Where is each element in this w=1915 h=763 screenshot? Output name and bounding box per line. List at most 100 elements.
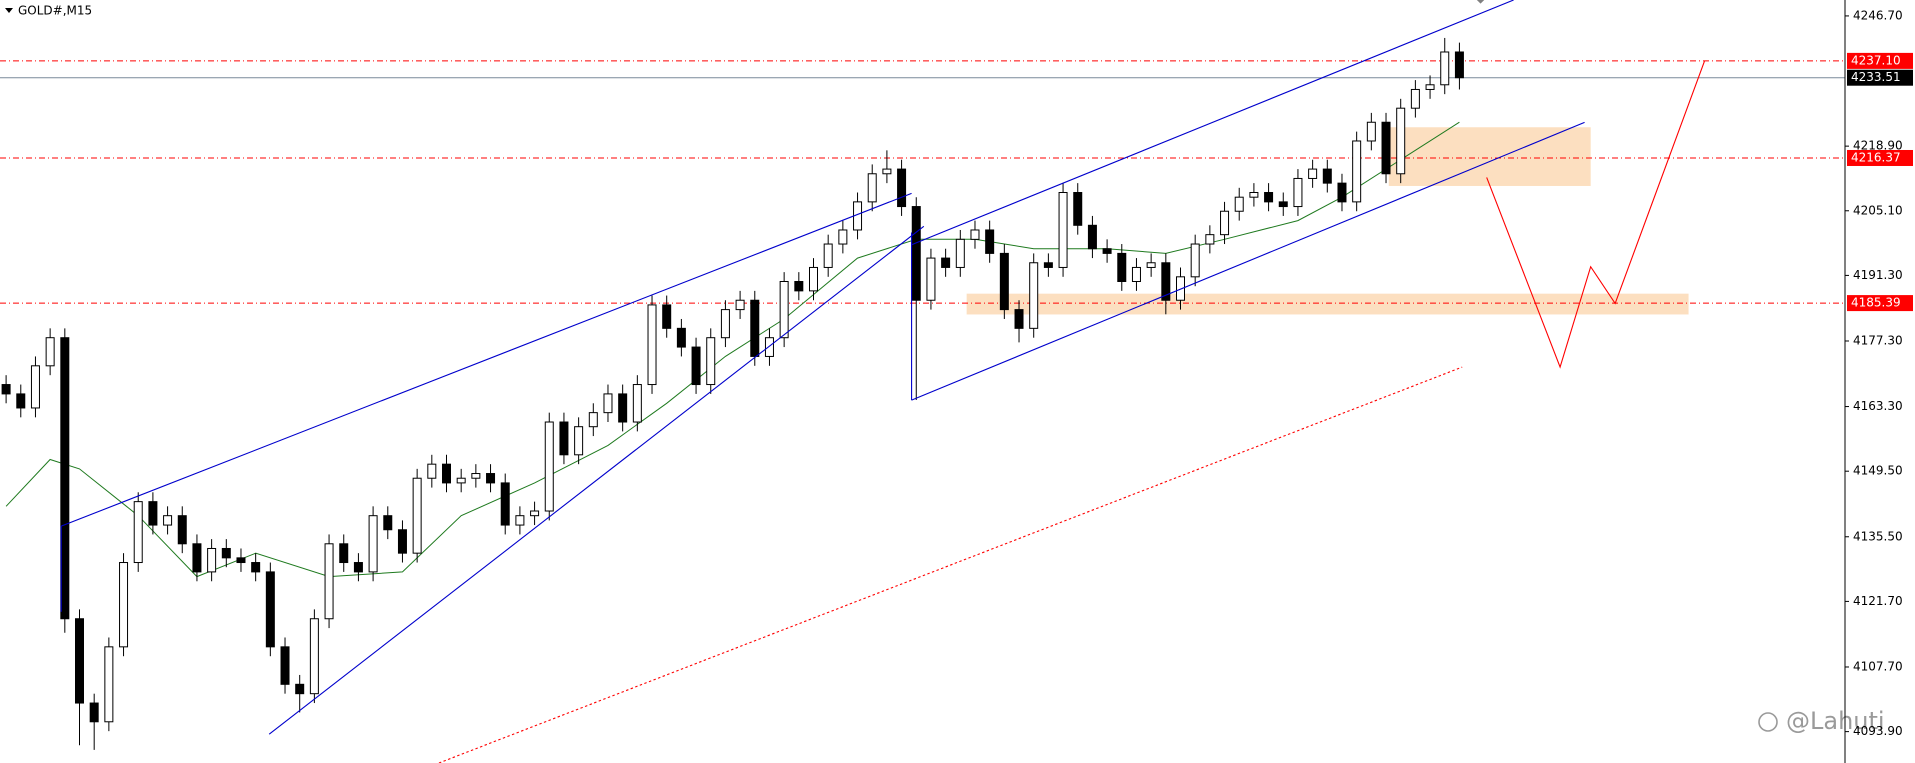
trendline [268, 225, 925, 735]
candle-body [1161, 262, 1171, 301]
candle-body [515, 515, 525, 526]
candle-body [119, 562, 129, 648]
candle-body [280, 646, 290, 685]
candle-body [500, 482, 510, 526]
candle-body [1131, 266, 1141, 282]
y-tick-label: 4177.30 [1853, 333, 1903, 347]
candle-body [867, 173, 877, 203]
candle-body [559, 421, 569, 456]
last-price-label: 4233.51 [1851, 70, 1901, 84]
candle-body [1087, 224, 1097, 250]
candle-body [486, 473, 496, 484]
candle-body [427, 463, 437, 479]
candle-body [1425, 84, 1435, 90]
candle-body [999, 252, 1009, 311]
candle-body [148, 501, 158, 526]
candle-body [720, 309, 730, 339]
level-label: 4185.39 [1851, 296, 1901, 310]
candle-body [163, 515, 173, 526]
candle-body [236, 557, 246, 564]
candle-body [45, 337, 55, 367]
candle-body [1190, 243, 1200, 278]
candle-body [618, 393, 628, 423]
level-label: 4237.10 [1851, 53, 1901, 67]
candle-body [1176, 276, 1185, 301]
candle-body [882, 168, 892, 175]
candle-body [471, 473, 481, 479]
candle-body [75, 618, 84, 704]
candle-body [177, 515, 187, 545]
candle-body [691, 346, 701, 386]
candle-body [897, 168, 907, 208]
trendline [911, 0, 1514, 246]
candle-body [221, 547, 231, 559]
candle-body [544, 421, 554, 512]
candle-body [192, 543, 202, 573]
supply-zone [1388, 127, 1591, 186]
plot-area [0, 37, 1845, 750]
candle-body [265, 571, 275, 648]
candle-body [1322, 168, 1332, 184]
candle-body [1220, 210, 1230, 236]
watermark-text: @Lahuti [1786, 707, 1885, 735]
candle-body [339, 543, 349, 564]
candle-body [750, 299, 760, 357]
candle-body [324, 543, 334, 620]
drawings [60, 0, 1705, 763]
candle-body [397, 529, 407, 554]
candle-body [456, 477, 466, 484]
marker [1476, 0, 1485, 4]
candle-body [104, 646, 114, 723]
y-tick-label: 4093.90 [1853, 724, 1903, 738]
candle-body [955, 238, 965, 268]
candle-body [251, 562, 261, 573]
candle-body [662, 304, 672, 329]
candle-body [588, 412, 598, 428]
candle-body [574, 426, 584, 456]
y-tick-label: 4246.70 [1853, 8, 1903, 22]
y-tick-label: 4191.30 [1853, 268, 1903, 282]
candle-body [970, 229, 980, 240]
level-label-box [1847, 52, 1913, 69]
candle-body [442, 463, 451, 484]
candle-body [1058, 192, 1068, 268]
candle-body [985, 229, 995, 254]
candle-body [1293, 177, 1303, 208]
last-price-box [1847, 69, 1913, 86]
y-tick-label: 4218.90 [1853, 139, 1903, 153]
watermark: @Lahuti [1758, 707, 1885, 735]
price-scale: 4246.70 4218.90 4205.10 4191.30 4177.30 4163.… [1845, 8, 1913, 738]
menu-arrow [5, 8, 13, 13]
candle-body [735, 299, 745, 311]
candle-body [1410, 88, 1420, 109]
candle-body [1308, 168, 1318, 179]
candle-body [1366, 121, 1376, 142]
candle-body [1381, 121, 1391, 175]
candle-body [1249, 192, 1259, 198]
zones [966, 127, 1689, 315]
level-label-box [1847, 295, 1913, 312]
candle-body [1014, 309, 1024, 329]
candle-body [838, 229, 848, 245]
candle-body [16, 393, 26, 409]
y-tick-label: 4107.70 [1853, 659, 1903, 673]
candle-body [133, 501, 143, 564]
candle-body [412, 477, 422, 554]
projection-path [1486, 60, 1705, 369]
candle-body [1043, 262, 1053, 268]
candle-body [295, 683, 305, 695]
candle-body [1102, 248, 1112, 254]
candle-body [911, 206, 921, 301]
y-tick-label: 4163.30 [1853, 399, 1903, 413]
y-tick-label: 4205.10 [1853, 203, 1903, 217]
candle-body [1029, 262, 1039, 329]
y-tick-label: 4149.50 [1853, 464, 1903, 478]
candle-body [1, 384, 11, 395]
trendline [911, 121, 1585, 401]
candle-body [1205, 234, 1215, 245]
candle-body [309, 618, 319, 695]
candle-body [1396, 107, 1406, 175]
candle-body [1440, 51, 1450, 86]
